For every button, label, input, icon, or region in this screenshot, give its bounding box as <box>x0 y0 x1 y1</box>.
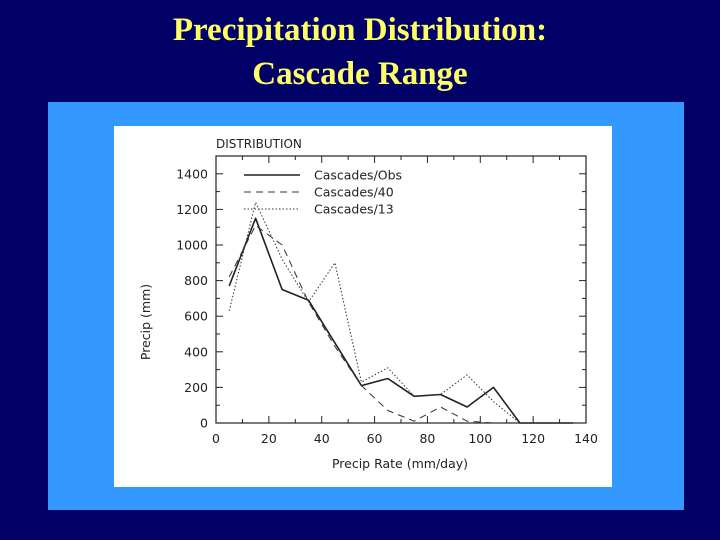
chart-card: DISTRIBUTION 0 20 40 60 80 100 120 140 0 200 400 60… <box>114 126 612 487</box>
x-tick-label: 20 <box>261 431 277 446</box>
legend-label-3: Cascades/13 <box>314 202 394 217</box>
series-line-3 <box>228 201 573 424</box>
y-tick-label: 200 <box>184 380 208 395</box>
chart-ticks: 0 20 40 60 80 100 120 1400200400600800100012001… <box>176 156 598 446</box>
series-line-2 <box>228 224 494 424</box>
x-tick-label: 120 <box>521 431 545 446</box>
series-line-1 <box>228 217 573 424</box>
x-tick-label: 60 <box>367 431 383 446</box>
slide-title: Precipitation Distribution: Cascade Rang… <box>0 8 720 96</box>
chart-axes <box>215 155 587 424</box>
x-tick-label: 140 <box>574 431 598 446</box>
chart-series <box>228 201 573 424</box>
y-tick-label: 600 <box>184 309 208 324</box>
x-tick-label: 100 <box>468 431 492 446</box>
y-tick-label: 1000 <box>176 238 208 253</box>
y-tick-label: 400 <box>184 344 208 359</box>
y-axis-label: Precip (mm) <box>138 284 153 360</box>
chart-title: DISTRIBUTION <box>216 137 302 151</box>
legend-label-2: Cascades/40 <box>314 185 394 200</box>
x-tick-label: 80 <box>419 431 435 446</box>
y-tick-label: 0 <box>200 416 208 431</box>
x-tick-label: 40 <box>314 431 330 446</box>
y-tick-label: 1400 <box>176 166 208 181</box>
y-tick-label: 1200 <box>176 202 208 217</box>
distribution-chart: DISTRIBUTION 0 20 40 60 80 100 120 140020040060… <box>138 137 598 471</box>
x-axis-label: Precip Rate (mm/day) <box>332 456 468 471</box>
plot-frame <box>215 155 587 424</box>
slide-title-line2: Cascade Range <box>252 56 468 92</box>
x-tick-label: 0 <box>212 431 220 446</box>
chart-legend: Cascades/Obs Cascades/40 Cascades/13 <box>244 168 402 217</box>
y-tick-label: 800 <box>184 273 208 288</box>
legend-label-1: Cascades/Obs <box>314 168 402 183</box>
slide-title-line1: Precipitation Distribution: <box>172 12 548 48</box>
